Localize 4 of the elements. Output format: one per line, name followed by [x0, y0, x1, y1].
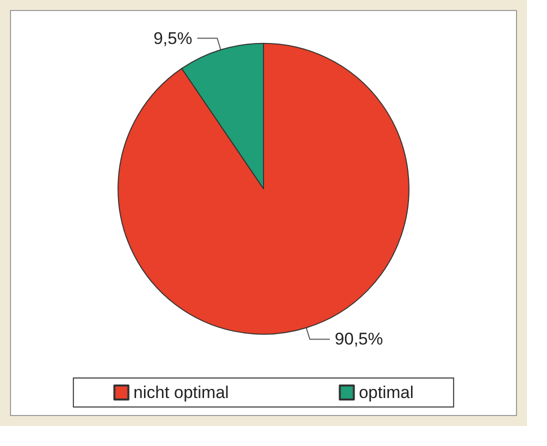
data-label: 9,5%: [153, 28, 192, 48]
legend-label: nicht optimal: [133, 383, 229, 402]
data-label: 90,5%: [334, 330, 383, 349]
legend-label: optimal: [358, 383, 414, 402]
